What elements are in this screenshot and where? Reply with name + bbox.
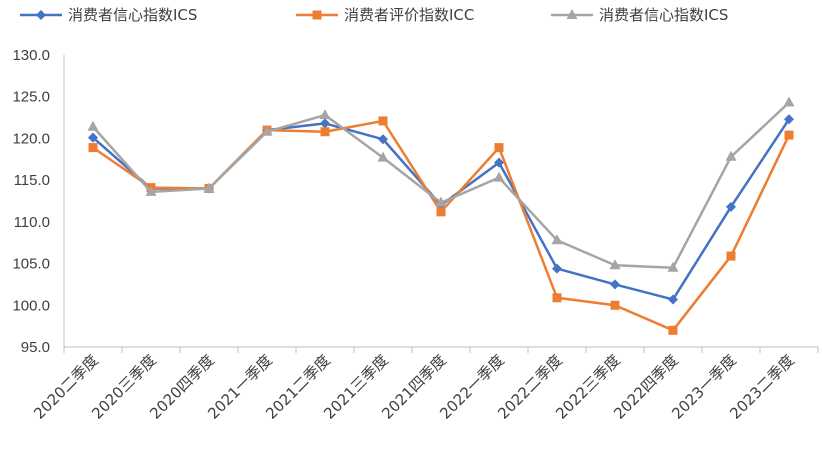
data-point	[378, 134, 388, 145]
data-point	[145, 185, 157, 196]
y-axis: 130.0 125.0 120.0 115.0 110.0 105.0 100.0 95.0	[12, 47, 65, 356]
legend-label: 消费者评价指数ICC	[344, 6, 474, 24]
data-point	[551, 234, 563, 245]
data-point	[668, 325, 678, 335]
series-2	[88, 116, 794, 335]
series-layer	[87, 96, 795, 335]
data-point	[552, 263, 562, 274]
data-point	[726, 201, 736, 212]
data-point	[203, 182, 215, 193]
data-point	[726, 251, 736, 261]
data-point	[435, 196, 447, 207]
data-point	[377, 151, 389, 162]
data-point	[88, 132, 98, 143]
data-point	[784, 130, 794, 140]
legend-marker	[566, 9, 578, 19]
data-point	[319, 109, 331, 120]
data-point	[261, 125, 273, 136]
data-point	[494, 157, 504, 168]
legend-item: 消费者评价指数ICC	[296, 6, 474, 24]
y-tick-label: 125.0	[12, 89, 50, 106]
legend-label: 消费者信心指数ICS	[599, 6, 728, 24]
y-tick-label: 100.0	[12, 297, 50, 314]
data-point	[783, 96, 795, 107]
data-point	[493, 171, 505, 182]
data-point	[494, 143, 504, 153]
data-point	[378, 116, 388, 126]
data-point	[320, 127, 330, 137]
data-point	[610, 279, 620, 290]
y-tick-label: 95.0	[21, 339, 50, 356]
data-point	[87, 120, 99, 131]
data-point	[609, 259, 621, 270]
y-tick-label: 120.0	[12, 130, 50, 147]
legend-item: 消费者信心指数ICS	[20, 6, 197, 24]
legend-label: 消费者信心指数ICS	[68, 6, 197, 24]
y-tick-label: 110.0	[14, 214, 50, 231]
data-point	[552, 293, 562, 303]
data-point	[88, 143, 98, 153]
series-line	[92, 119, 791, 332]
data-point	[668, 294, 678, 305]
y-tick-label: 115.0	[14, 172, 50, 189]
legend-marker	[312, 10, 322, 20]
legend-marker	[36, 10, 46, 20]
data-point	[667, 261, 679, 272]
data-point	[610, 300, 620, 310]
legend: 消费者信心指数ICS 消费者评价指数ICC 消费者信心指数ICS	[20, 6, 728, 24]
data-point	[784, 114, 794, 125]
series-line	[92, 101, 790, 269]
series-3	[87, 96, 795, 272]
data-point	[436, 207, 446, 217]
data-point	[320, 118, 330, 129]
data-point	[725, 150, 737, 161]
legend-item: 消费者信心指数ICS	[551, 6, 728, 24]
y-tick-label: 130.0	[12, 47, 50, 64]
x-axis: 2020二季度2020三季度2020四季度2021一季度2021二季度2021三…	[30, 346, 819, 423]
y-tick-label: 105.0	[12, 256, 50, 273]
